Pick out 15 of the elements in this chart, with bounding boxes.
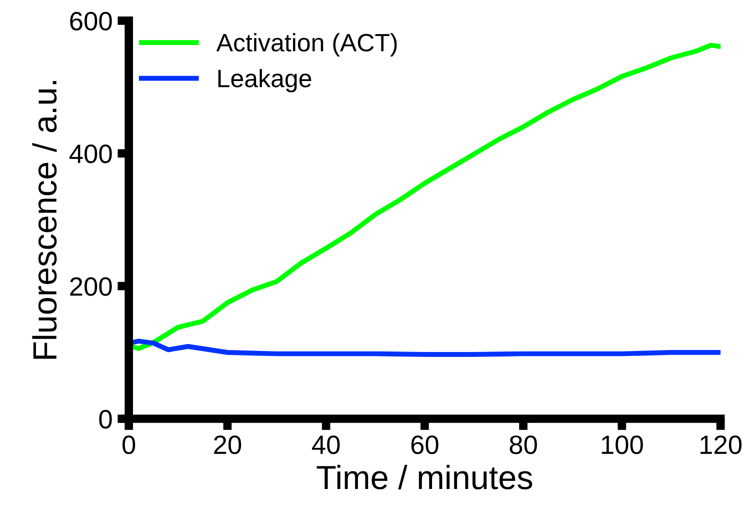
x-axis-title: Time / minutes xyxy=(316,464,532,490)
x-tick-label: 40 xyxy=(312,435,340,454)
x-tick-label: 100 xyxy=(602,435,643,454)
x-tick-label: 80 xyxy=(510,435,537,454)
legend-label: Activation (ACT) xyxy=(216,33,397,56)
y-axis-title: Fluorescence / a.u. xyxy=(32,81,57,359)
y-tick-label: 400 xyxy=(69,144,112,164)
y-tick-label: 200 xyxy=(70,277,112,296)
legend-label: Leakage xyxy=(218,68,312,92)
y-tick-label: 0 xyxy=(99,410,112,429)
x-tick-label: 120 xyxy=(700,435,742,454)
x-tick-label: 60 xyxy=(411,435,438,454)
y-tick-label: 600 xyxy=(70,12,112,30)
x-tick-label: 20 xyxy=(214,435,242,454)
x-tick-label: 0 xyxy=(122,435,136,454)
